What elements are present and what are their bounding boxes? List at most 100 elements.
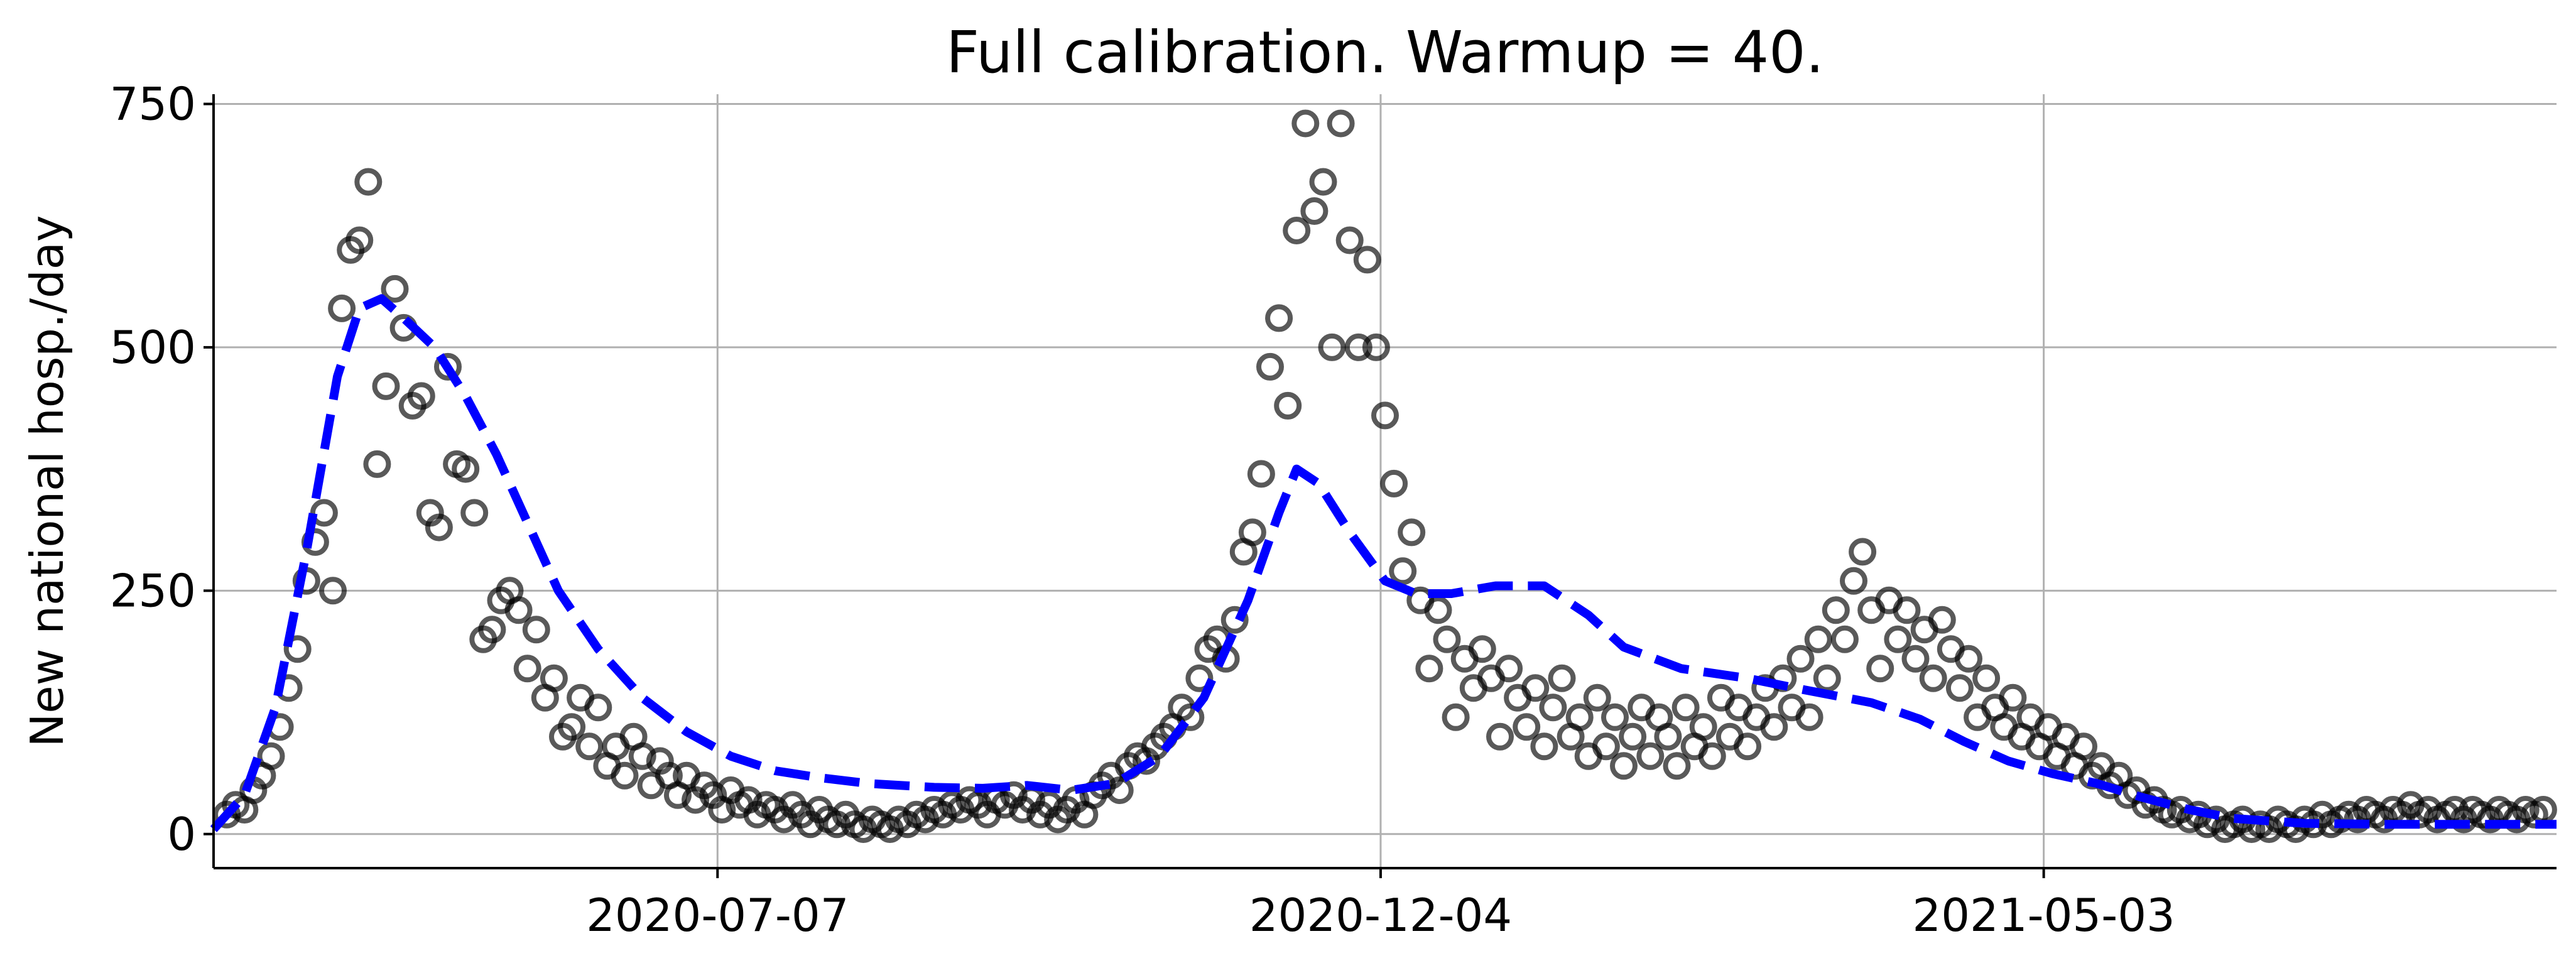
observed-point xyxy=(1530,732,1558,761)
observed-point xyxy=(1636,742,1665,770)
observed-point xyxy=(1804,625,1832,653)
observed-point xyxy=(1335,226,1364,254)
observed-point xyxy=(1955,644,1982,673)
observed-point xyxy=(1592,732,1620,761)
observed-point xyxy=(1106,776,1134,804)
observed-point xyxy=(1583,683,1611,712)
observed-point xyxy=(1539,693,1567,722)
observed-point xyxy=(1654,722,1682,751)
observed-point xyxy=(1548,664,1576,692)
observed-point xyxy=(1884,625,1912,653)
observed-point xyxy=(1928,606,1956,634)
observed-point xyxy=(1389,557,1417,585)
observed-point xyxy=(1840,567,1867,595)
axis-ticks: 0 250 500 750 2020-07-07 2020-12-04 2021-05-03 xyxy=(110,77,2175,942)
observed-point xyxy=(540,664,568,692)
observed-point xyxy=(310,499,338,527)
observed-point xyxy=(1238,518,1266,547)
observed-point xyxy=(513,655,541,683)
observed-point xyxy=(1849,538,1877,566)
observed-point xyxy=(1663,752,1691,780)
y-tick-label: 250 xyxy=(110,564,196,617)
observed-point xyxy=(319,577,347,605)
observed-point xyxy=(1813,664,1841,692)
observed-point xyxy=(425,513,453,541)
observed-point xyxy=(1344,333,1372,361)
observed-point xyxy=(1671,693,1700,722)
observed-point xyxy=(611,761,639,790)
observed-point xyxy=(1495,655,1523,683)
observed-point xyxy=(1415,655,1443,683)
observed-point xyxy=(363,450,391,478)
y-tick-label: 0 xyxy=(167,808,196,861)
y-axis-label: New national hosp./day xyxy=(21,215,73,747)
observed-point xyxy=(1521,674,1550,702)
observed-point xyxy=(1610,752,1638,780)
observed-point xyxy=(478,616,506,644)
x-tick-label: 2021-05-03 xyxy=(1912,889,2175,942)
y-tick-label: 750 xyxy=(110,77,196,130)
observed-point xyxy=(1972,664,2001,692)
observed-point xyxy=(1486,722,1514,751)
observed-point xyxy=(1565,703,1594,731)
observed-point xyxy=(1822,596,1850,624)
observed-point xyxy=(1866,655,1894,683)
observed-point xyxy=(372,372,400,400)
observed-point xyxy=(381,275,409,303)
model-curve xyxy=(210,294,2557,832)
observed-point xyxy=(460,499,489,527)
observed-point xyxy=(1734,732,1762,761)
observed-point xyxy=(1619,722,1647,751)
observed-point xyxy=(1265,304,1293,332)
observed-point xyxy=(283,635,312,663)
observed-point xyxy=(575,732,604,761)
observed-point xyxy=(558,713,586,741)
observed-point xyxy=(1901,644,1930,673)
observed-point xyxy=(584,693,612,722)
observed-point xyxy=(328,294,356,322)
observed-point xyxy=(1830,625,1859,653)
observed-point xyxy=(1786,644,1815,673)
observed-point xyxy=(1353,246,1381,274)
observed-point xyxy=(1362,333,1390,361)
observed-point xyxy=(1371,401,1399,430)
observed-points xyxy=(213,109,2557,843)
observed-point xyxy=(1220,606,1249,634)
observed-point xyxy=(1309,168,1337,196)
chart-title: Full calibration. Warmup = 40. xyxy=(946,19,1824,86)
observed-point xyxy=(1256,352,1284,381)
observed-point xyxy=(2070,732,2097,761)
observed-point xyxy=(407,382,435,410)
observed-point xyxy=(1177,703,1205,731)
observed-point xyxy=(1795,703,1823,731)
observed-point xyxy=(1424,596,1452,624)
observed-point xyxy=(1291,109,1320,138)
observed-point xyxy=(522,616,550,644)
observed-point xyxy=(1185,664,1214,692)
observed-point xyxy=(1442,703,1470,731)
observed-point xyxy=(1893,596,1921,624)
x-tick-label: 2020-07-07 xyxy=(586,889,849,942)
observed-point xyxy=(1274,391,1302,420)
observed-point xyxy=(1760,713,1788,741)
observed-point xyxy=(1318,333,1346,361)
observed-point xyxy=(1300,197,1329,225)
observed-point xyxy=(1945,674,1974,702)
observed-point xyxy=(504,596,533,624)
observed-point xyxy=(628,742,656,770)
observed-point xyxy=(1327,109,1355,138)
observed-point xyxy=(1398,518,1426,547)
observed-point xyxy=(1999,683,2027,712)
observed-point xyxy=(345,226,374,254)
observed-point xyxy=(354,168,383,196)
observed-point xyxy=(1380,469,1408,498)
observed-point xyxy=(1283,217,1311,244)
observed-point xyxy=(1601,703,1629,731)
observed-point xyxy=(434,352,462,381)
observed-point xyxy=(1919,664,1947,692)
observed-point xyxy=(1468,635,1496,663)
observed-point xyxy=(1689,713,1717,741)
observed-point xyxy=(1247,460,1275,488)
observed-point xyxy=(1433,625,1461,653)
